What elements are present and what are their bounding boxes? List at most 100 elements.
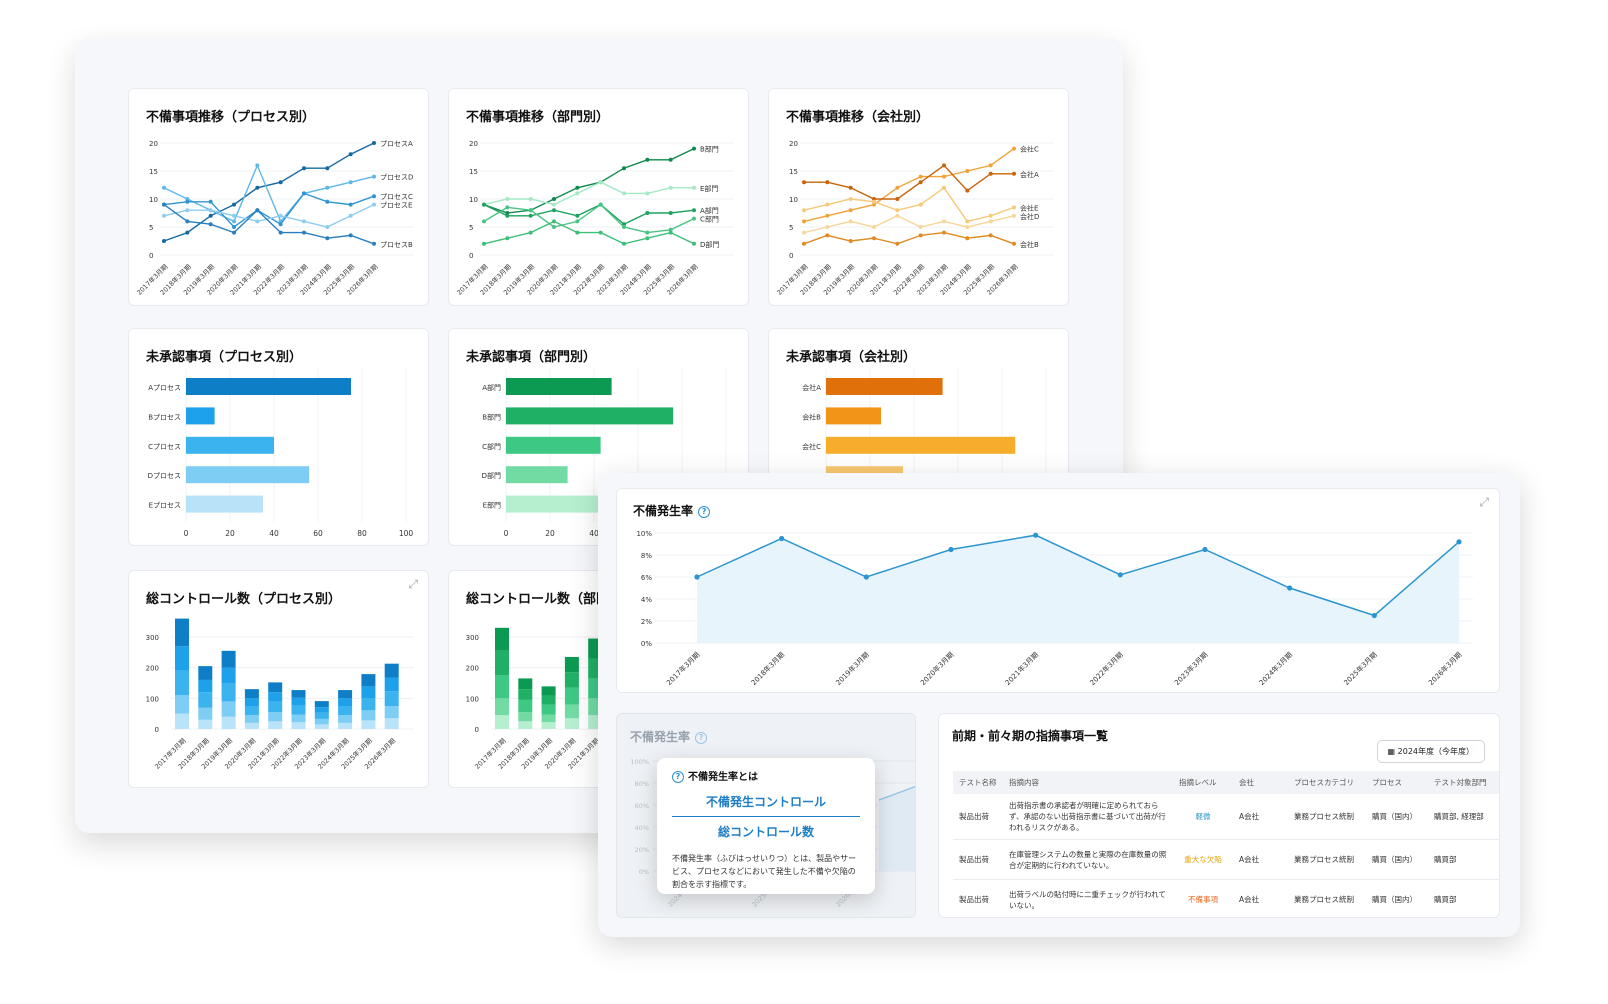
table-row[interactable]: 製品出荷 在庫管理システムの数量と実際の在庫数量の照合が定期的に行われていない。… [953, 839, 1499, 880]
data-point [348, 202, 353, 207]
data-point [825, 233, 830, 238]
x-tick-label: 2022年3月期 [1088, 650, 1125, 687]
column-header[interactable]: テスト名称 [953, 771, 1003, 794]
series-label: C部門 [700, 215, 719, 224]
column-header[interactable]: プロセスカテゴリ [1288, 771, 1366, 794]
bar-segment [541, 704, 556, 715]
dept-cell: 購買部 [1428, 879, 1499, 917]
bar-segment [564, 656, 579, 673]
column-header[interactable]: 指摘レベル [1173, 771, 1233, 794]
bar-chart-unapproved-process: 0 20 40 60 80 100 Aプロセス Bプロセス Cプロセス Dプロセス Eプロセス [148, 369, 413, 538]
bar-segment [244, 689, 259, 699]
test-name-link[interactable]: 製品出荷 [953, 879, 1003, 917]
data-point [965, 169, 970, 173]
data-point [872, 202, 876, 207]
card-total-controls-process: 総コントロール数（プロセス別） ⤢ 300 200 100 0 2017年3月期 2018… [128, 570, 429, 788]
bar-segment [564, 687, 579, 705]
data-point [872, 225, 876, 229]
data-point [208, 213, 213, 218]
data-point [528, 213, 533, 218]
table-row[interactable]: 製品出荷 出荷指示書の承認者が明確に定められておらず、承認のない出荷指示書に基づ… [953, 794, 1499, 840]
data-point [692, 216, 696, 221]
data-point [208, 199, 213, 204]
bar-segment [268, 692, 283, 702]
bar-segment [314, 718, 329, 725]
bar-segment [221, 701, 236, 717]
data-point [694, 574, 700, 580]
series-label: プロセスE [380, 202, 412, 210]
data-point [895, 208, 900, 213]
bar-segment [518, 689, 533, 700]
x-tick-label: 40 [589, 529, 599, 538]
y-tick-label: 0% [639, 868, 649, 876]
y-tick-label: 200 [146, 665, 159, 673]
defect-rate-title: 不備発生率 [633, 504, 694, 518]
data-point [988, 213, 993, 218]
test-name-link[interactable]: 製品出荷 [953, 794, 1003, 840]
column-header[interactable]: テスト対象部門 [1428, 771, 1499, 794]
bar-segment [268, 682, 283, 693]
data-point [162, 239, 166, 243]
bar-segment [338, 690, 353, 699]
issue-content: 出荷指示書の承認者が明確に定められておらず、承認のない出荷指示書に基づいて出荷が… [1003, 794, 1173, 840]
data-point [302, 230, 306, 235]
data-point [918, 202, 923, 207]
bar-segment [291, 705, 306, 715]
y-category-label: Bプロセス [148, 413, 181, 421]
bar-segment [495, 715, 509, 729]
data-point [552, 197, 556, 201]
data-point [302, 191, 306, 196]
data-point [505, 197, 510, 201]
data-point [668, 185, 673, 190]
fiscal-year-select[interactable]: ▦ 2024年度（今年度） [1376, 740, 1485, 763]
data-point [552, 202, 556, 207]
help-icon[interactable]: ? [695, 731, 708, 744]
data-point [255, 219, 260, 224]
table-row[interactable]: 製品出荷 出荷ラベルの貼付時に二重チェックが行われていない。 不備事項 A会社 … [953, 879, 1499, 917]
data-point [668, 211, 673, 215]
column-header[interactable]: 指摘内容 [1003, 771, 1173, 794]
series-line [163, 163, 375, 223]
stacked-bar-chart-controls-process: 30020010002017年3月期2018年3月期2019年3月期2020年3… [146, 618, 414, 771]
column-header[interactable]: 会社 [1233, 771, 1288, 794]
bar-segment [198, 719, 213, 729]
data-point [918, 180, 923, 185]
data-point [325, 199, 330, 204]
test-name-link[interactable]: 製品出荷 [953, 839, 1003, 880]
data-point [255, 163, 260, 168]
y-tick-label: 100% [630, 758, 649, 766]
bar-segment [244, 722, 259, 729]
bar-segment [314, 724, 329, 729]
defect-rate-tooltip: ? 不備発生率とは 不備発生コントロール 総コントロール数 不備発生率（ふびはっせ… [657, 758, 875, 894]
bar-segment [541, 714, 556, 723]
help-icon[interactable]: ? [698, 505, 711, 518]
expand-icon[interactable]: ⤢ [1479, 495, 1489, 509]
data-point [1117, 572, 1123, 578]
area-fill [697, 535, 1459, 643]
data-point [552, 208, 556, 213]
x-tick-label: 2019年3月期 [834, 650, 871, 687]
expand-icon[interactable]: ⤢ [408, 577, 418, 591]
bar-segment [564, 718, 579, 729]
company-cell: A会社 [1233, 794, 1288, 840]
data-point [348, 152, 353, 157]
data-point [372, 194, 376, 199]
x-tick-label: 2024年3月期 [1257, 650, 1294, 687]
y-tick-label: 0% [641, 640, 652, 648]
bar [506, 378, 612, 395]
bar-segment [361, 710, 376, 721]
data-point [598, 230, 603, 235]
data-point [965, 188, 970, 193]
data-point [552, 225, 556, 229]
column-header[interactable]: プロセス [1366, 771, 1428, 794]
bar-segment [495, 627, 509, 651]
data-point [348, 213, 353, 218]
data-point [232, 225, 236, 229]
data-point [185, 230, 190, 235]
data-point [185, 199, 190, 204]
series-label: 会社D [1020, 212, 1039, 221]
y-tick-label: 10 [469, 196, 478, 204]
y-category-label: Dプロセス [148, 472, 181, 480]
data-point [528, 197, 533, 201]
line-chart-defect-rate: 10% 8% 6% 4% 2% 0% 2017年3月期 2018年3月期 2019年3月期 202… [636, 530, 1473, 687]
